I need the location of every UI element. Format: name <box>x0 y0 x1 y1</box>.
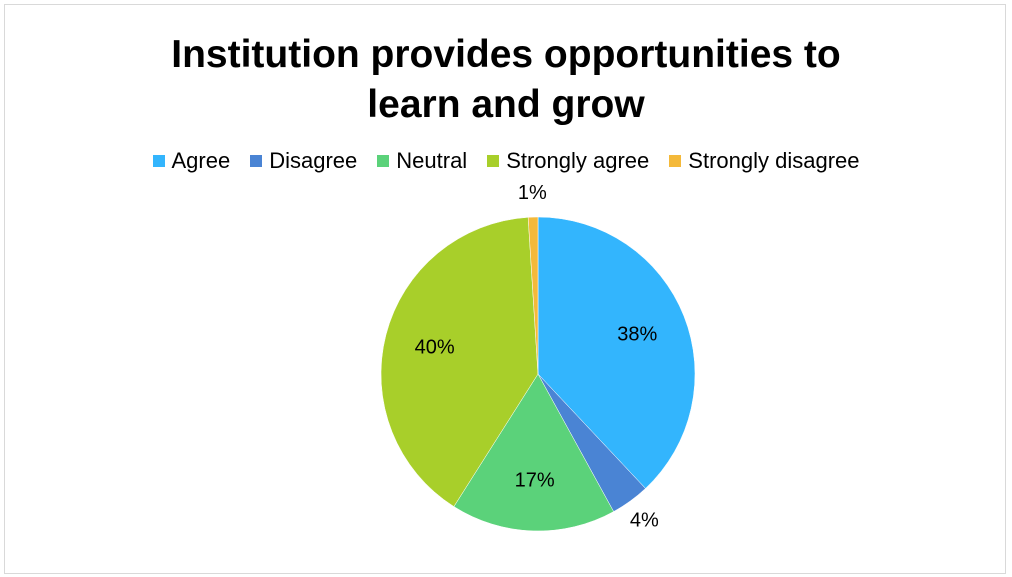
legend-label-disagree: Disagree <box>269 148 358 173</box>
legend-item-agree: Agree <box>152 148 231 174</box>
data-label-disagree: 4% <box>630 509 659 531</box>
pie-slice-agree <box>537 216 696 489</box>
chart-legend: Agree Disagree Neutral Strongly agree St… <box>0 148 1012 174</box>
legend-swatch-agree <box>152 155 165 167</box>
data-label-neutral: 17% <box>515 470 555 492</box>
data-label-agree: 38% <box>617 324 657 346</box>
legend-label-strongly-agree: Strongly agree <box>506 148 650 173</box>
chart-title: Institution provides opportunities to le… <box>0 30 1012 130</box>
pie-slice-strongly-disagree <box>527 216 539 375</box>
legend-item-neutral: Neutral <box>377 148 467 174</box>
data-label-strongly-disagree: 1% <box>518 182 547 204</box>
legend-label-neutral: Neutral <box>396 148 468 173</box>
pie-slice-strongly-agree <box>380 217 539 507</box>
legend-swatch-neutral <box>377 155 390 167</box>
data-label-strongly-agree: 40% <box>415 336 455 358</box>
chart-title-line-1: Institution provides opportunities to <box>171 33 841 76</box>
legend-swatch-disagree <box>250 155 263 167</box>
legend-label-strongly-disagree: Strongly disagree <box>688 148 860 173</box>
legend-item-disagree: Disagree <box>250 148 357 174</box>
legend-swatch-strongly-agree <box>487 155 500 167</box>
legend-label-agree: Agree <box>171 148 231 173</box>
legend-swatch-strongly-disagree <box>669 155 682 167</box>
legend-item-strongly-agree: Strongly agree <box>487 148 649 174</box>
pie-slice-neutral <box>453 373 614 532</box>
legend-item-strongly-disagree: Strongly disagree <box>669 148 860 174</box>
chart-title-line-2: learn and grow <box>367 83 645 126</box>
